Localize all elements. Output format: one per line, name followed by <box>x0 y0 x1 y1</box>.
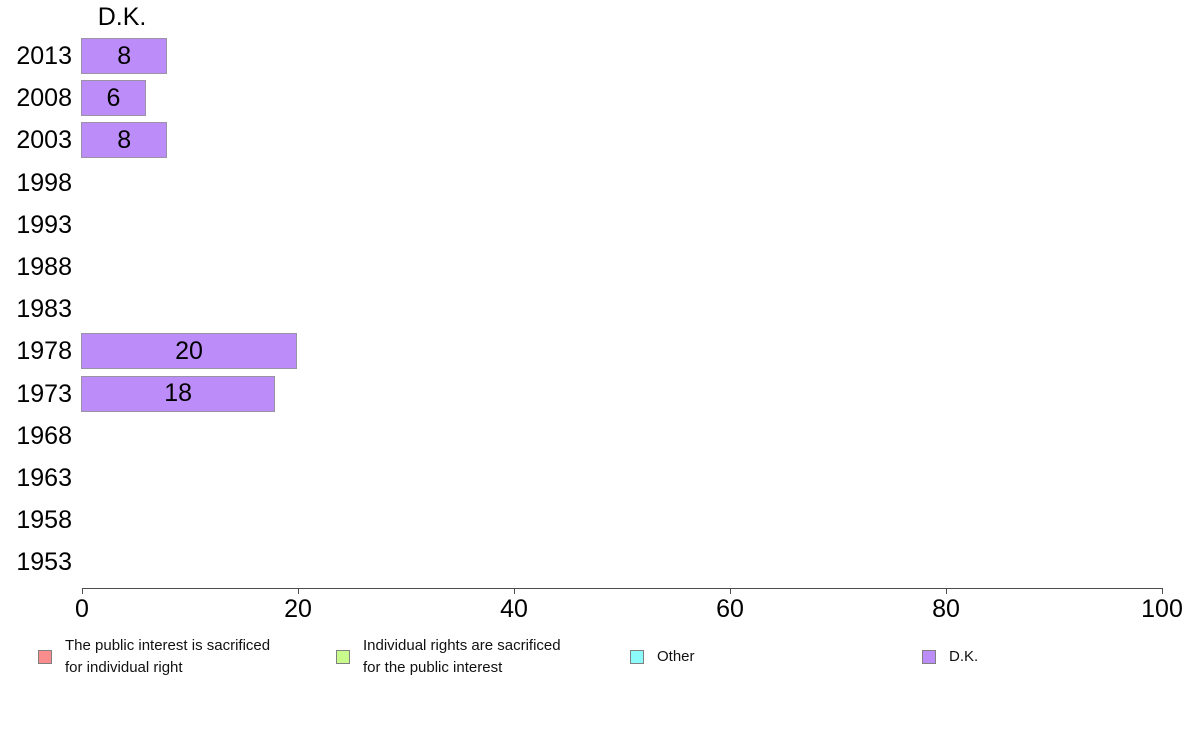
bar: 18 <box>81 375 276 412</box>
bar: 8 <box>81 122 168 159</box>
legend-item: Individual rights are sacrificed for the… <box>336 635 561 679</box>
x-axis-tick-label: 100 <box>1141 595 1183 623</box>
bar: 6 <box>81 80 146 117</box>
y-axis-label: 1978 <box>16 337 72 366</box>
y-axis-label: 2008 <box>16 84 72 113</box>
legend-item: Other <box>630 635 695 679</box>
bar: 8 <box>81 38 168 74</box>
legend-swatch <box>38 650 52 664</box>
legend-label: Other <box>657 648 695 665</box>
bar-value-label: 20 <box>175 336 203 365</box>
x-axis-tick-label: 80 <box>932 595 960 623</box>
legend-item: The public interest is sacrificed for in… <box>38 635 270 679</box>
x-axis-tick <box>513 588 515 594</box>
legend-swatch <box>922 650 936 664</box>
y-axis-label: 1958 <box>16 506 72 535</box>
x-axis-tick <box>81 588 83 594</box>
y-axis-label: 1963 <box>16 464 72 492</box>
x-axis-line <box>82 588 1162 589</box>
x-axis-tick <box>1161 588 1163 594</box>
bar-value-label: 18 <box>164 379 193 408</box>
y-axis-label: 1983 <box>16 295 72 324</box>
x-axis-tick <box>729 588 731 594</box>
legend-item: D.K. <box>922 635 978 679</box>
legend-swatch <box>336 650 350 664</box>
bar-value-label: 8 <box>117 125 132 154</box>
bar-value-label: 6 <box>106 83 121 112</box>
y-axis-label: 2003 <box>16 126 72 155</box>
legend-label: The public interest is sacrificed for in… <box>65 637 271 676</box>
y-axis-label: 1993 <box>16 210 72 239</box>
y-axis-label: 1973 <box>16 379 72 408</box>
x-axis-tick-label: 60 <box>716 595 744 623</box>
legend-label: D.K. <box>949 648 979 665</box>
legend-label: Individual rights are sacrificed for the… <box>363 637 561 676</box>
x-axis-tick <box>945 588 947 594</box>
y-axis-label: 2013 <box>16 42 72 70</box>
legend-swatch <box>630 650 644 664</box>
bar-value-label: 8 <box>117 41 132 70</box>
y-axis-label: 1968 <box>16 421 72 450</box>
y-axis-label: 1998 <box>16 168 72 197</box>
chart-title: D.K. <box>97 3 147 31</box>
bar: 20 <box>81 333 297 370</box>
x-axis-tick-label: 0 <box>75 595 89 623</box>
y-axis-label: 1988 <box>16 253 72 281</box>
y-axis-label: 1953 <box>16 548 72 577</box>
x-axis-tick <box>297 588 299 594</box>
x-axis-tick-label: 20 <box>284 595 312 623</box>
x-axis-tick-label: 40 <box>500 595 528 623</box>
